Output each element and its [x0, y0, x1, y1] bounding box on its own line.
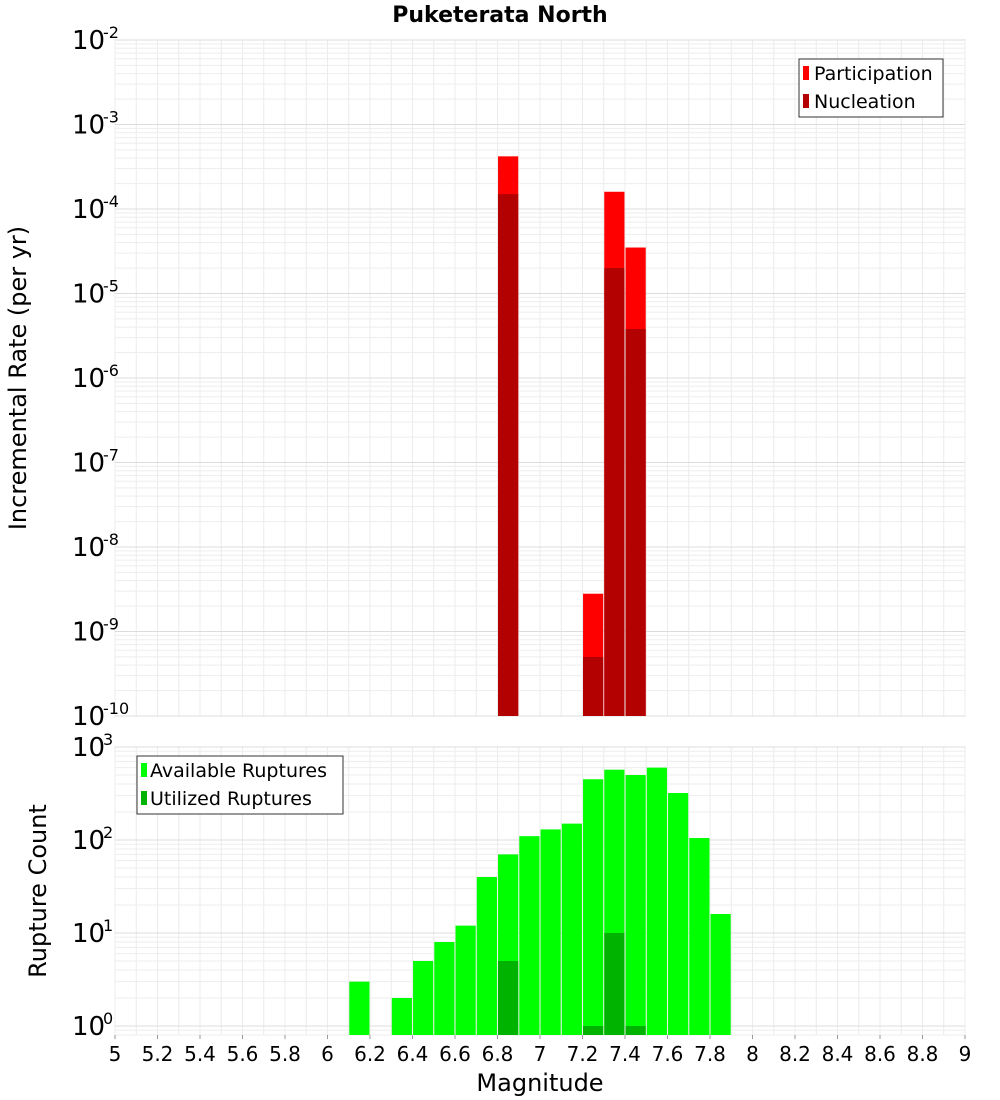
bottom-bars — [349, 767, 731, 1035]
legend-swatch-participation — [803, 66, 809, 80]
y-tick-label: 10 — [72, 919, 105, 949]
bottom-bar-0 — [455, 925, 476, 1035]
bottom-bar-0 — [668, 793, 689, 1035]
x-tick-label: 6.2 — [354, 1042, 386, 1066]
x-tick-label: 8.2 — [779, 1042, 811, 1066]
bottom-bar-0 — [689, 838, 710, 1035]
y-tick-exponent: -8 — [103, 530, 119, 549]
x-tick-label: 8.4 — [822, 1042, 854, 1066]
y-tick-label: 10 — [72, 733, 105, 763]
x-tick-label: 7.2 — [567, 1042, 599, 1066]
y-tick-label: 10 — [72, 111, 105, 141]
bottom-bar-0 — [625, 774, 646, 1035]
x-axis-label: Magnitude — [476, 1069, 603, 1097]
bottom-bar-0 — [434, 942, 455, 1035]
chart-title: Puketerata North — [392, 3, 607, 28]
y-tick-exponent: -9 — [103, 615, 119, 634]
bottom-y-axis-label: Rupture Count — [24, 804, 52, 978]
bottom-bar-0 — [476, 877, 497, 1035]
y-tick-label: 10 — [72, 280, 105, 310]
legend-label-participation: Participation — [814, 63, 933, 85]
bottom-grid — [114, 746, 966, 1036]
y-tick-exponent: -7 — [103, 446, 119, 465]
x-tick-label: 6 — [321, 1042, 334, 1066]
bottom-bar-1 — [625, 1025, 646, 1035]
top-bar-1 — [604, 268, 625, 716]
x-tick-label: 6.8 — [482, 1042, 514, 1066]
y-tick-label: 10 — [72, 618, 105, 648]
top-bars — [498, 156, 646, 717]
top-y-axis-label: Incremental Rate (per yr) — [4, 226, 32, 530]
legend-swatch-utilized — [141, 791, 147, 805]
y-tick-label: 10 — [72, 26, 105, 56]
y-tick-label: 10 — [72, 533, 105, 563]
x-tick-label: 8 — [746, 1042, 759, 1066]
bottom-bar-1 — [498, 960, 519, 1035]
x-tick-label: 8.6 — [864, 1042, 896, 1066]
x-tick-label: 5.4 — [184, 1042, 216, 1066]
bottom-legend: Available Ruptures Utilized Ruptures — [136, 755, 344, 815]
bottom-bar-1 — [604, 932, 625, 1035]
y-tick-label: 10 — [72, 1012, 105, 1042]
bottom-bar-0 — [561, 823, 582, 1035]
y-tick-exponent: 1 — [103, 916, 113, 935]
y-tick-exponent: 2 — [103, 823, 113, 842]
x-tick-label: 6.6 — [439, 1042, 471, 1066]
bottom-bar-0 — [583, 779, 604, 1035]
x-tick-label: 6.4 — [397, 1042, 429, 1066]
y-tick-exponent: -3 — [103, 108, 119, 127]
top-y-ticks: 10-210-310-410-510-610-710-810-910-10 — [72, 23, 129, 732]
top-bar-1 — [498, 194, 519, 716]
legend-label-nucleation: Nucleation — [814, 91, 916, 113]
x-tick-label: 7.8 — [694, 1042, 726, 1066]
y-tick-label: 10 — [72, 364, 105, 394]
x-tick-label: 5.6 — [227, 1042, 259, 1066]
y-tick-exponent: -6 — [103, 361, 119, 380]
x-tick-label: 7.4 — [609, 1042, 641, 1066]
y-tick-label: 10 — [72, 195, 105, 225]
x-tick-label: 9 — [959, 1042, 972, 1066]
y-tick-label: 10 — [72, 702, 105, 732]
legend-swatch-available — [141, 763, 147, 777]
x-tick-label: 7 — [534, 1042, 547, 1066]
top-grid — [114, 39, 966, 717]
y-tick-exponent: -10 — [103, 699, 129, 718]
bottom-bar-0 — [540, 829, 561, 1035]
top-legend: Participation Nucleation — [798, 58, 944, 118]
bottom-bar-0 — [710, 914, 731, 1035]
y-tick-label: 10 — [72, 826, 105, 856]
x-tick-label: 7.6 — [652, 1042, 684, 1066]
x-tick-label: 5.8 — [269, 1042, 301, 1066]
bottom-bar-0 — [413, 960, 434, 1035]
x-tick-label: 5.2 — [142, 1042, 174, 1066]
x-tick-label: 8.8 — [907, 1042, 939, 1066]
top-plot: 10-210-310-410-510-610-710-810-910-10 In… — [4, 23, 966, 732]
x-tick-label: 5 — [109, 1042, 122, 1066]
y-tick-exponent: 0 — [103, 1009, 113, 1028]
y-tick-exponent: -4 — [103, 192, 119, 211]
y-tick-exponent: 3 — [103, 730, 113, 749]
top-bar-1 — [625, 329, 646, 716]
legend-label-utilized: Utilized Ruptures — [150, 788, 312, 810]
bottom-bar-1 — [583, 1025, 604, 1035]
bottom-bar-0 — [646, 767, 667, 1035]
legend-label-available: Available Ruptures — [150, 760, 327, 782]
top-bar-1 — [583, 656, 604, 716]
x-ticks: 5 5.2 5.4 5.6 5.8 6 6.2 6.4 6.6 6.8 7 7.2 7.4 7.6 7.8 8… — [109, 1035, 972, 1066]
y-tick-label: 10 — [72, 449, 105, 479]
bottom-bar-0 — [519, 836, 540, 1035]
bottom-bar-0 — [391, 997, 412, 1035]
y-tick-exponent: -2 — [103, 23, 119, 42]
y-tick-exponent: -5 — [103, 277, 119, 296]
bottom-bar-0 — [349, 981, 370, 1035]
legend-swatch-nucleation — [803, 94, 809, 108]
